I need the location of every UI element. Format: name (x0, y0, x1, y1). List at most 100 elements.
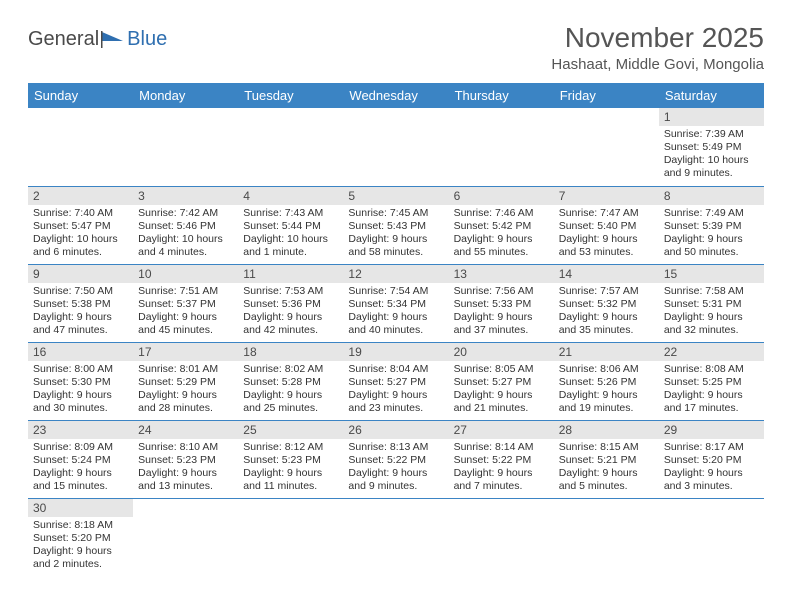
calendar-empty-cell (133, 108, 238, 186)
day-number: 5 (343, 187, 448, 205)
calendar-day-cell: 10Sunrise: 7:51 AMSunset: 5:37 PMDayligh… (133, 264, 238, 342)
calendar-day-cell: 26Sunrise: 8:13 AMSunset: 5:22 PMDayligh… (343, 420, 448, 498)
day-number: 11 (238, 265, 343, 283)
sunset-line: Sunset: 5:43 PM (348, 220, 443, 233)
calendar-week-row: 30Sunrise: 8:18 AMSunset: 5:20 PMDayligh… (28, 498, 764, 576)
calendar-empty-cell (343, 108, 448, 186)
sunset-line: Sunset: 5:20 PM (33, 532, 128, 545)
calendar-empty-cell (238, 498, 343, 576)
day-number: 12 (343, 265, 448, 283)
day-number: 27 (449, 421, 554, 439)
sunrise-line: Sunrise: 7:40 AM (33, 207, 128, 220)
calendar-day-cell: 2Sunrise: 7:40 AMSunset: 5:47 PMDaylight… (28, 186, 133, 264)
daylight-line: Daylight: 10 hours and 4 minutes. (138, 233, 233, 259)
daylight-line: Daylight: 9 hours and 45 minutes. (138, 311, 233, 337)
day-number: 7 (554, 187, 659, 205)
day-number: 30 (28, 499, 133, 517)
daylight-line: Daylight: 9 hours and 13 minutes. (138, 467, 233, 493)
calendar-day-cell: 12Sunrise: 7:54 AMSunset: 5:34 PMDayligh… (343, 264, 448, 342)
sunset-line: Sunset: 5:27 PM (454, 376, 549, 389)
daylight-line: Daylight: 9 hours and 15 minutes. (33, 467, 128, 493)
sunset-line: Sunset: 5:38 PM (33, 298, 128, 311)
day-details: Sunrise: 7:45 AMSunset: 5:43 PMDaylight:… (343, 205, 448, 264)
location: Hashaat, Middle Govi, Mongolia (551, 56, 764, 73)
sunset-line: Sunset: 5:24 PM (33, 454, 128, 467)
day-details: Sunrise: 8:15 AMSunset: 5:21 PMDaylight:… (554, 439, 659, 498)
calendar-empty-cell (659, 498, 764, 576)
day-number: 3 (133, 187, 238, 205)
daylight-line: Daylight: 9 hours and 37 minutes. (454, 311, 549, 337)
sunrise-line: Sunrise: 7:53 AM (243, 285, 338, 298)
sunset-line: Sunset: 5:32 PM (559, 298, 654, 311)
day-number: 20 (449, 343, 554, 361)
daylight-line: Daylight: 9 hours and 2 minutes. (33, 545, 128, 571)
sunset-line: Sunset: 5:33 PM (454, 298, 549, 311)
sunrise-line: Sunrise: 7:57 AM (559, 285, 654, 298)
day-number: 23 (28, 421, 133, 439)
day-details: Sunrise: 7:50 AMSunset: 5:38 PMDaylight:… (28, 283, 133, 342)
daylight-line: Daylight: 9 hours and 23 minutes. (348, 389, 443, 415)
sunset-line: Sunset: 5:39 PM (664, 220, 759, 233)
sunset-line: Sunset: 5:20 PM (664, 454, 759, 467)
day-number: 29 (659, 421, 764, 439)
weekday-header: Sunday (28, 83, 133, 108)
daylight-line: Daylight: 9 hours and 42 minutes. (243, 311, 338, 337)
day-details: Sunrise: 7:43 AMSunset: 5:44 PMDaylight:… (238, 205, 343, 264)
weekday-header: Wednesday (343, 83, 448, 108)
sunset-line: Sunset: 5:23 PM (138, 454, 233, 467)
calendar-day-cell: 11 Sunrise: 7:53 AMSunset: 5:36 PMDayligh… (238, 264, 343, 342)
daylight-line: Daylight: 9 hours and 17 minutes. (664, 389, 759, 415)
day-number: 9 (28, 265, 133, 283)
calendar-week-row: 1Sunrise: 7:39 AMSunset: 5:49 PMDaylight… (28, 108, 764, 186)
day-number: 22 (659, 343, 764, 361)
sunrise-line: Sunrise: 7:49 AM (664, 207, 759, 220)
day-details: Sunrise: 7:47 AMSunset: 5:40 PMDaylight:… (554, 205, 659, 264)
day-number: 15 (659, 265, 764, 283)
day-number: 1 (659, 108, 764, 126)
sunset-line: Sunset: 5:36 PM (243, 298, 338, 311)
calendar-day-cell: 9Sunrise: 7:50 AMSunset: 5:38 PMDaylight… (28, 264, 133, 342)
daylight-line: Daylight: 9 hours and 21 minutes. (454, 389, 549, 415)
calendar-day-cell: 6Sunrise: 7:46 AMSunset: 5:42 PMDaylight… (449, 186, 554, 264)
day-number: 13 (449, 265, 554, 283)
sunrise-line: Sunrise: 8:01 AM (138, 363, 233, 376)
daylight-line: Daylight: 9 hours and 3 minutes. (664, 467, 759, 493)
day-details: Sunrise: 8:06 AMSunset: 5:26 PMDaylight:… (554, 361, 659, 420)
day-number: 24 (133, 421, 238, 439)
day-number: 18 (238, 343, 343, 361)
day-number: 21 (554, 343, 659, 361)
calendar-day-cell: 18Sunrise: 8:02 AMSunset: 5:28 PMDayligh… (238, 342, 343, 420)
sunrise-line: Sunrise: 8:13 AM (348, 441, 443, 454)
calendar-empty-cell (554, 498, 659, 576)
sunrise-line: Sunrise: 8:00 AM (33, 363, 128, 376)
calendar-day-cell: 28Sunrise: 8:15 AMSunset: 5:21 PMDayligh… (554, 420, 659, 498)
calendar-day-cell: 27Sunrise: 8:14 AMSunset: 5:22 PMDayligh… (449, 420, 554, 498)
day-details: Sunrise: 7:56 AMSunset: 5:33 PMDaylight:… (449, 283, 554, 342)
day-number: 8 (659, 187, 764, 205)
day-details: Sunrise: 8:04 AMSunset: 5:27 PMDaylight:… (343, 361, 448, 420)
day-number: 28 (554, 421, 659, 439)
calendar-empty-cell (449, 498, 554, 576)
day-details: Sunrise: 7:49 AMSunset: 5:39 PMDaylight:… (659, 205, 764, 264)
sunset-line: Sunset: 5:37 PM (138, 298, 233, 311)
sunrise-line: Sunrise: 7:50 AM (33, 285, 128, 298)
daylight-line: Daylight: 9 hours and 55 minutes. (454, 233, 549, 259)
daylight-line: Daylight: 9 hours and 7 minutes. (454, 467, 549, 493)
calendar-empty-cell (343, 498, 448, 576)
day-details: Sunrise: 8:01 AMSunset: 5:29 PMDaylight:… (133, 361, 238, 420)
weekday-header: Friday (554, 83, 659, 108)
day-details: Sunrise: 8:08 AMSunset: 5:25 PMDaylight:… (659, 361, 764, 420)
calendar-empty-cell (449, 108, 554, 186)
sunset-line: Sunset: 5:21 PM (559, 454, 654, 467)
day-number: 17 (133, 343, 238, 361)
weekday-header-row: SundayMondayTuesdayWednesdayThursdayFrid… (28, 83, 764, 108)
month-title: November 2025 (551, 22, 764, 54)
logo-text-1: General (28, 28, 99, 51)
day-details: Sunrise: 7:46 AMSunset: 5:42 PMDaylight:… (449, 205, 554, 264)
calendar-empty-cell (238, 108, 343, 186)
sunset-line: Sunset: 5:40 PM (559, 220, 654, 233)
daylight-line: Daylight: 9 hours and 9 minutes. (348, 467, 443, 493)
day-details: Sunrise: 7:57 AMSunset: 5:32 PMDaylight:… (554, 283, 659, 342)
day-number: 19 (343, 343, 448, 361)
sunset-line: Sunset: 5:34 PM (348, 298, 443, 311)
